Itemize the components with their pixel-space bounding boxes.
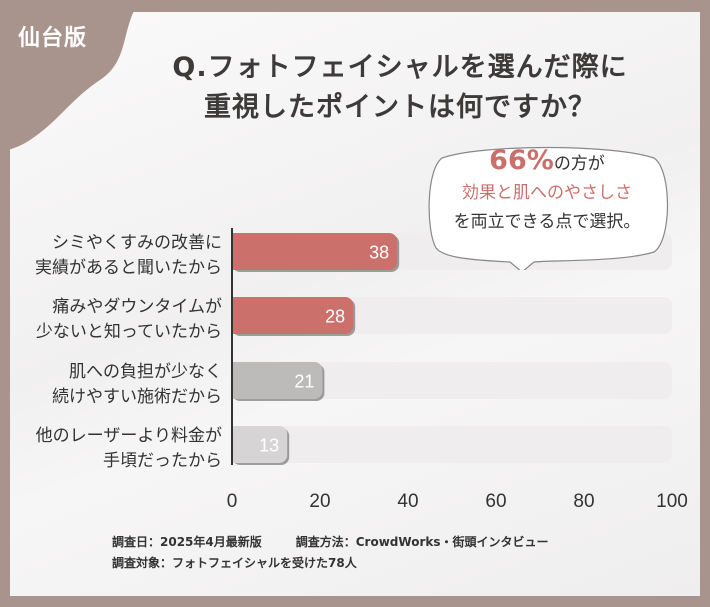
bar-base (232, 233, 242, 270)
survey-footer: 調査日：2025年4月最新版 調査方法：CrowdWorks・街頭インタビュー 調… (112, 532, 583, 574)
bar-value-label: 28 (325, 307, 345, 327)
chart-title: Q.フォトフェイシャルを選んだ際に 重視したポイントは何ですか？ (120, 48, 680, 128)
category-label: 実績があると聞いたから (35, 258, 222, 278)
bar (232, 233, 398, 270)
x-tick-label: 80 (573, 491, 594, 512)
bar-value-label: 21 (294, 372, 314, 392)
category-label: 少ないと知っていたから (36, 322, 222, 342)
bar-base (232, 297, 242, 334)
callout-line1: の方が (553, 154, 605, 174)
category-label: シミやくすみの改善に (52, 233, 222, 253)
category-label: 続けやすい施術だから (52, 387, 222, 407)
bar-value-label: 13 (259, 436, 279, 456)
x-tick-label: 0 (227, 491, 238, 512)
speech-bubble (428, 146, 668, 270)
title-line-1: Q.フォトフェイシャルを選んだ際に (172, 52, 628, 83)
category-label: 他のレーザーより料金が (36, 426, 222, 446)
bar (232, 297, 354, 334)
x-tick-label: 100 (656, 491, 688, 512)
bar (232, 362, 323, 399)
x-tick-label: 20 (309, 491, 330, 512)
callout-line3: を両立できる点で選択。 (453, 212, 641, 232)
edition-badge: 仙台版 (18, 26, 88, 51)
survey-target: 調査対象：フォトフェイシャルを受けた78人 (112, 556, 357, 570)
bar-base (232, 426, 242, 463)
title-line-2: 重視したポイントは何ですか？ (204, 92, 596, 123)
callout-percent: 66% (489, 145, 554, 176)
category-label: 手頃だったから (103, 451, 222, 471)
category-label: 肌への負担が少なく (69, 362, 222, 382)
bar-track (232, 362, 672, 399)
badge-shape (0, 0, 140, 152)
x-tick-label: 40 (397, 491, 418, 512)
x-tick-label: 60 (485, 491, 506, 512)
bar (232, 426, 288, 463)
survey-date: 調査日：2025年4月最新版 (112, 535, 262, 549)
callout-highlight: 効果と肌へのやさしさ (462, 183, 632, 203)
callout-text: 66%の方が 効果と肌へのやさしさ を両立できる点で選択。 (422, 146, 672, 237)
category-label: 痛みやダウンタイムが (52, 297, 222, 317)
bar-track (232, 426, 672, 463)
bar-base (232, 362, 242, 399)
survey-method: 調査方法：CrowdWorks・街頭インタビュー (295, 535, 549, 549)
bar-value-label: 38 (369, 243, 389, 263)
